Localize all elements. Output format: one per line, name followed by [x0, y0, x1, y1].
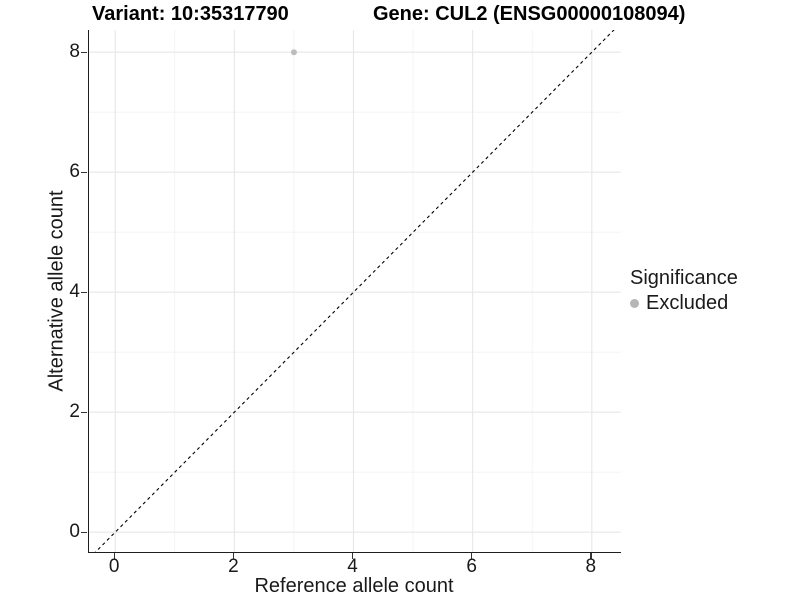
x-tick-label: 6	[466, 556, 477, 577]
x-tick-mark	[113, 553, 115, 559]
plot-panel	[88, 30, 621, 553]
plot-title-gene: Gene: CUL2 (ENSG00000108094)	[373, 3, 686, 25]
x-tick-mark	[590, 553, 592, 559]
y-tick-mark	[81, 171, 87, 173]
legend: Significance Excluded	[630, 266, 738, 315]
y-tick-mark	[81, 531, 87, 533]
x-tick-label: 2	[228, 556, 239, 577]
x-tick-label: 8	[585, 556, 597, 577]
excluded-point-swatch	[630, 299, 639, 308]
y-tick-mark	[81, 291, 87, 293]
legend-item-excluded: Excluded	[630, 292, 738, 315]
y-tick-label: 0	[69, 521, 80, 543]
x-axis-title: Reference allele count	[254, 575, 454, 597]
legend-title: Significance	[630, 267, 738, 289]
identity-reference-line	[94, 30, 615, 552]
y-tick-label: 6	[69, 161, 80, 183]
y-tick-mark	[81, 51, 87, 53]
x-tick-label: 4	[347, 556, 358, 577]
legend-item-label: Excluded	[646, 292, 729, 314]
y-tick-mark	[81, 411, 87, 413]
x-tick-mark	[471, 553, 473, 559]
y-tick-label: 8	[69, 41, 80, 63]
y-tick-label: 4	[69, 281, 80, 303]
plot-canvas	[89, 30, 621, 552]
plot-title-variant: Variant: 10:35317790	[92, 3, 289, 25]
x-tick-mark	[232, 553, 235, 559]
x-tick-label: 0	[108, 556, 120, 577]
x-tick-mark	[351, 553, 354, 559]
data-point	[290, 49, 297, 56]
y-tick-label: 2	[69, 401, 80, 423]
